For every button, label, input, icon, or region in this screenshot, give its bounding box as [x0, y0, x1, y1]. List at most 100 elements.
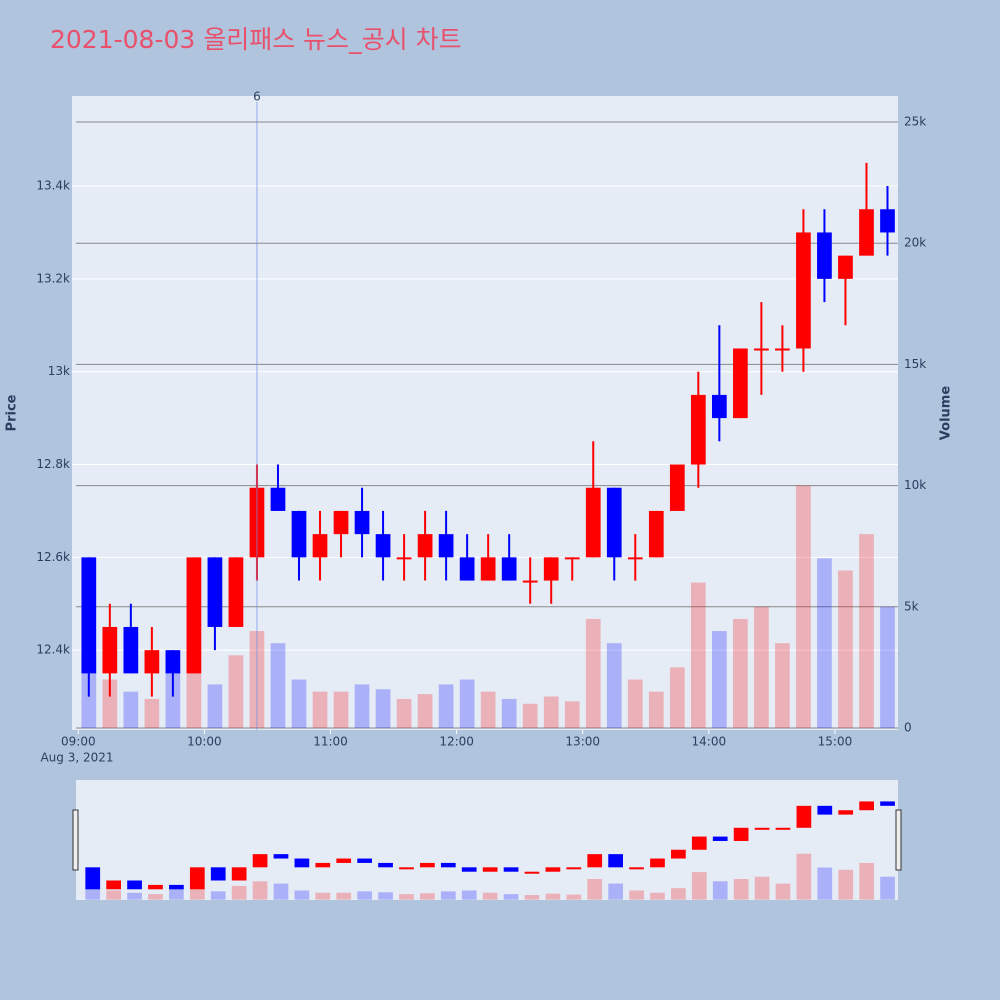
slider-volume-bar: [231, 885, 247, 900]
slider-candle: [169, 884, 184, 890]
slider-volume-bar: [838, 869, 854, 900]
x-tick-label: 14:00: [692, 735, 727, 749]
slider-candle: [712, 836, 728, 841]
slider-candle: [273, 854, 289, 859]
slider-volume-bar: [106, 890, 122, 900]
slider-volume-bar: [294, 890, 310, 900]
slider-volume-bar: [712, 881, 728, 900]
volume-bar: [207, 684, 223, 729]
candle-body: [375, 534, 391, 558]
candle-body: [396, 557, 412, 560]
slider-candle: [210, 867, 226, 881]
slider-volume-bar: [566, 894, 582, 900]
candle-body: [354, 510, 370, 535]
volume-bar: [501, 698, 517, 729]
candle-body: [775, 348, 790, 351]
slider-volume-bar: [420, 893, 435, 900]
volume-bar: [144, 698, 160, 729]
slider-volume-bar: [733, 878, 749, 900]
y-tick-label: 13k: [48, 364, 70, 378]
volume-bar: [333, 691, 349, 729]
candle-body: [627, 557, 643, 560]
y2-tick-label: 20k: [904, 236, 926, 250]
slider-candle: [420, 862, 435, 868]
slider-volume-bar: [315, 892, 331, 900]
volume-bar: [522, 703, 538, 729]
slider-candle: [440, 862, 456, 868]
candle-body: [543, 557, 559, 581]
range-handle-right[interactable]: [895, 809, 902, 871]
candle-body: [207, 557, 223, 627]
slider-candle: [817, 805, 833, 815]
slider-candle: [587, 854, 603, 868]
slider-volume-bar: [357, 891, 372, 900]
candle-body: [796, 232, 811, 349]
y2-axis-title: Volume: [939, 386, 954, 441]
slider-candle: [650, 858, 665, 868]
candle-body: [438, 534, 454, 558]
candle-body: [690, 394, 706, 465]
slider-volume-bar: [127, 892, 142, 900]
slider-candle: [85, 867, 101, 890]
x-date-label: Aug 3, 2021: [40, 751, 113, 765]
slider-candle: [231, 867, 247, 881]
y-tick-label: 12.6k: [36, 550, 70, 564]
chart-title: 2021-08-03 올리패스 뉴스_공시 차트: [50, 25, 462, 54]
volume-bar: [817, 558, 832, 729]
slider-volume-bar: [859, 862, 874, 900]
y2-tick-label: 10k: [904, 478, 926, 492]
slider-volume-bar: [440, 891, 456, 900]
slider-volume-bar: [545, 893, 561, 900]
slider-volume-bar: [524, 895, 540, 900]
volume-bar: [859, 534, 874, 729]
slider-candle: [691, 836, 707, 850]
slider-volume-bar: [399, 894, 414, 900]
candle-body: [501, 557, 517, 581]
slider-candle: [671, 849, 686, 859]
slider-candle: [859, 801, 874, 811]
volume-bar: [775, 643, 790, 729]
volume-bar: [438, 684, 454, 729]
candle-body: [669, 464, 685, 511]
candle-body: [291, 510, 307, 558]
x-tick-label: 09:00: [61, 735, 96, 749]
y-tick-label: 12.4k: [36, 643, 70, 657]
slider-volume-bar: [461, 890, 477, 900]
candle-body: [417, 534, 433, 558]
slider-candle: [775, 827, 791, 830]
volume-bar: [312, 691, 328, 729]
candle-body: [333, 510, 349, 535]
candle-body: [880, 209, 895, 233]
volume-bar: [880, 606, 895, 729]
x-tick-label: 15:00: [818, 735, 853, 749]
annotation-text: 6: [253, 90, 261, 104]
slider-volume-bar: [629, 890, 644, 900]
slider-candle: [503, 867, 519, 872]
slider-candle: [127, 880, 142, 890]
y2-tick-label: 15k: [904, 357, 926, 371]
candle-body: [606, 487, 622, 558]
volume-bar: [648, 691, 664, 729]
slider-candle: [315, 862, 331, 868]
slider-volume-bar: [252, 881, 268, 900]
x-tick-label: 12:00: [439, 735, 474, 749]
volume-bar: [585, 618, 601, 729]
slider-volume-bar: [817, 867, 833, 900]
candle-body: [711, 394, 727, 419]
slider-volume-bar: [169, 888, 184, 900]
volume-bar: [669, 667, 685, 729]
candle-body: [859, 209, 874, 256]
range-handle-left[interactable]: [72, 809, 79, 871]
candle-body: [480, 557, 496, 581]
x-tick-label: 11:00: [313, 735, 348, 749]
candle-body: [312, 534, 328, 558]
volume-bar: [396, 698, 412, 729]
slider-volume-bar: [148, 894, 163, 900]
slider-candle: [566, 867, 582, 870]
volume-bar: [228, 655, 244, 729]
volume-bar: [123, 691, 139, 729]
volume-bar: [711, 631, 727, 729]
volume-bar: [270, 643, 286, 729]
slider-candle: [524, 871, 540, 874]
